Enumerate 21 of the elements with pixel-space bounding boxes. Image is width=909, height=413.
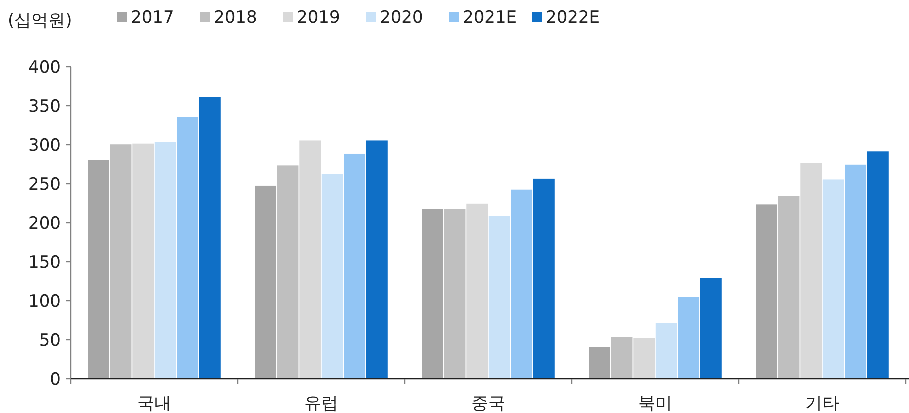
x-tick-label: 국내 [138,394,172,413]
y-tick-label: 300 [28,136,61,156]
y-tick-label: 400 [28,58,61,78]
y-tick-label: 50 [39,331,61,351]
legend-label: 2019 [297,8,340,28]
y-tick-label: 150 [28,253,61,273]
legend-label: 2021E [463,8,518,28]
x-tick-label: 기타 [806,394,840,413]
legend-label: 2017 [131,8,174,28]
legend-label: 2018 [214,8,258,28]
x-tick-label: 중국 [472,394,506,413]
y-axis-title: (십억원) [8,11,72,31]
y-tick-label: 350 [28,97,61,117]
y-tick-label: 200 [28,214,61,234]
y-tick-label: 100 [28,292,61,312]
y-tick-label: 0 [50,370,61,390]
y-tick-label: 250 [28,175,61,195]
legend-label: 2020 [380,8,424,28]
legend-label: 2022E [546,8,600,28]
x-tick-label: 유럽 [304,394,338,413]
x-tick-label: 북미 [638,394,672,413]
